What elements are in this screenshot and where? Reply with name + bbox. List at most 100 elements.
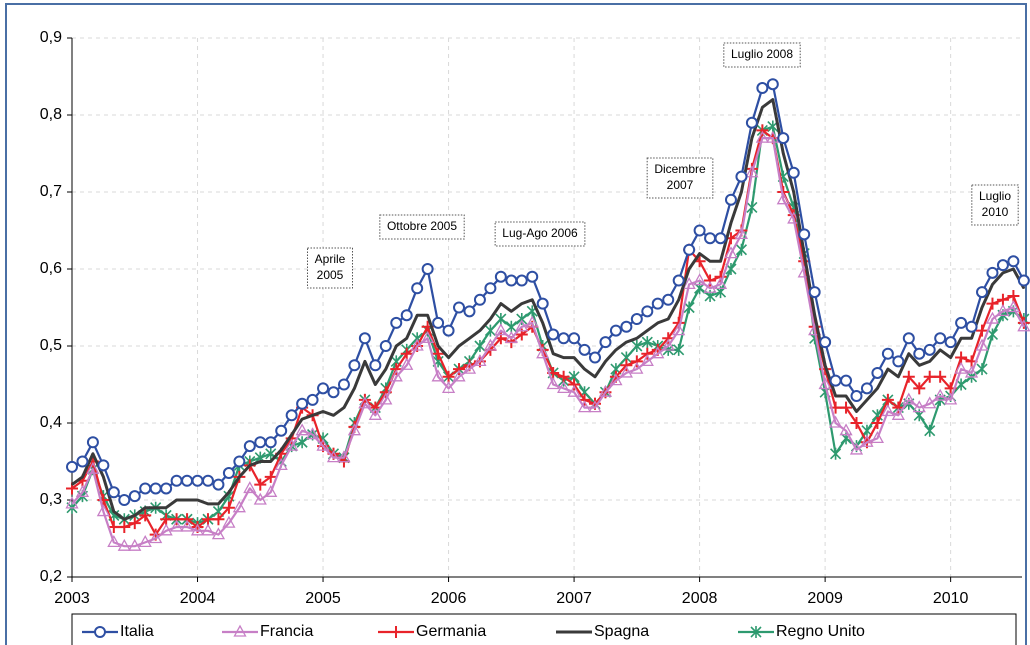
circle	[369, 359, 382, 372]
marker	[683, 243, 696, 256]
marker	[630, 361, 644, 374]
marker	[96, 504, 110, 517]
triangle	[933, 388, 947, 401]
marker	[369, 359, 382, 372]
annotation-text: Dicembre	[654, 162, 706, 176]
marker	[243, 440, 256, 453]
marker	[170, 519, 184, 532]
marker	[494, 270, 507, 283]
point	[269, 460, 272, 463]
triangle	[536, 346, 550, 359]
marker	[86, 461, 100, 474]
annotation: Ottobre 2005	[379, 214, 465, 240]
triangle	[233, 624, 247, 637]
circle	[181, 474, 194, 487]
marker	[630, 313, 643, 326]
plus	[264, 470, 277, 483]
circle	[76, 455, 89, 468]
point	[259, 460, 262, 463]
point	[102, 476, 105, 478]
plus	[442, 370, 455, 383]
marker	[243, 481, 257, 494]
circle	[840, 374, 853, 387]
annotation-box	[306, 247, 354, 289]
triangle	[274, 458, 288, 470]
triangle	[504, 330, 518, 343]
marker	[661, 338, 675, 351]
circle	[881, 347, 894, 360]
point	[845, 395, 847, 397]
marker	[138, 535, 152, 547]
annotation-text: 2007	[667, 178, 694, 192]
annotation: Aprile 2005	[306, 247, 354, 289]
marker	[850, 390, 863, 403]
annotation-text: Aprile	[315, 252, 346, 266]
marker	[547, 328, 560, 341]
star	[631, 340, 643, 352]
plus	[881, 393, 894, 406]
marker	[107, 520, 120, 533]
marker	[578, 343, 591, 356]
triangle	[316, 438, 330, 451]
x-tick-label: 2006	[431, 590, 467, 607]
marker	[432, 347, 445, 360]
marker	[975, 338, 989, 351]
marker	[358, 332, 371, 345]
point	[301, 418, 303, 420]
marker	[233, 455, 246, 468]
x-tick-label: 2007	[556, 590, 592, 607]
marker	[1017, 274, 1030, 287]
marker	[1017, 319, 1030, 332]
triangle	[944, 392, 958, 405]
marker	[913, 347, 926, 360]
marker	[756, 124, 769, 137]
circle	[191, 474, 204, 487]
marker	[682, 277, 696, 290]
star	[976, 363, 988, 376]
marker	[118, 520, 131, 533]
point	[740, 191, 743, 193]
circle	[568, 332, 581, 345]
circle	[275, 424, 288, 437]
triangle	[912, 400, 926, 413]
triangle	[515, 319, 529, 332]
annotation-text: 2010	[982, 205, 1009, 219]
point	[803, 252, 805, 255]
star	[746, 201, 758, 214]
x-tick-label: 2003	[54, 590, 90, 607]
marker	[222, 501, 235, 514]
marker	[525, 315, 539, 328]
marker	[599, 336, 612, 349]
star	[474, 340, 486, 352]
marker	[170, 474, 183, 487]
point	[751, 137, 753, 139]
triangle	[117, 538, 131, 551]
plus	[390, 626, 402, 638]
triangle	[849, 442, 864, 455]
circle	[337, 378, 350, 391]
circle	[128, 490, 141, 503]
point	[395, 345, 398, 347]
point	[855, 410, 858, 413]
plus	[568, 378, 581, 391]
marker	[641, 347, 654, 360]
triangle	[358, 396, 372, 409]
marker	[515, 319, 529, 332]
marker	[536, 346, 550, 359]
circle	[630, 313, 643, 326]
triangle	[860, 434, 874, 447]
marker	[128, 538, 142, 551]
annotation-box	[379, 214, 465, 240]
marker	[630, 355, 643, 368]
point	[636, 337, 638, 340]
marker	[473, 354, 487, 367]
marker	[870, 431, 885, 444]
annotation-box	[494, 221, 586, 247]
triangle	[672, 323, 686, 336]
point	[447, 356, 450, 359]
marker	[432, 316, 445, 329]
marker	[840, 374, 853, 387]
triangle	[170, 519, 184, 532]
point	[897, 376, 900, 378]
